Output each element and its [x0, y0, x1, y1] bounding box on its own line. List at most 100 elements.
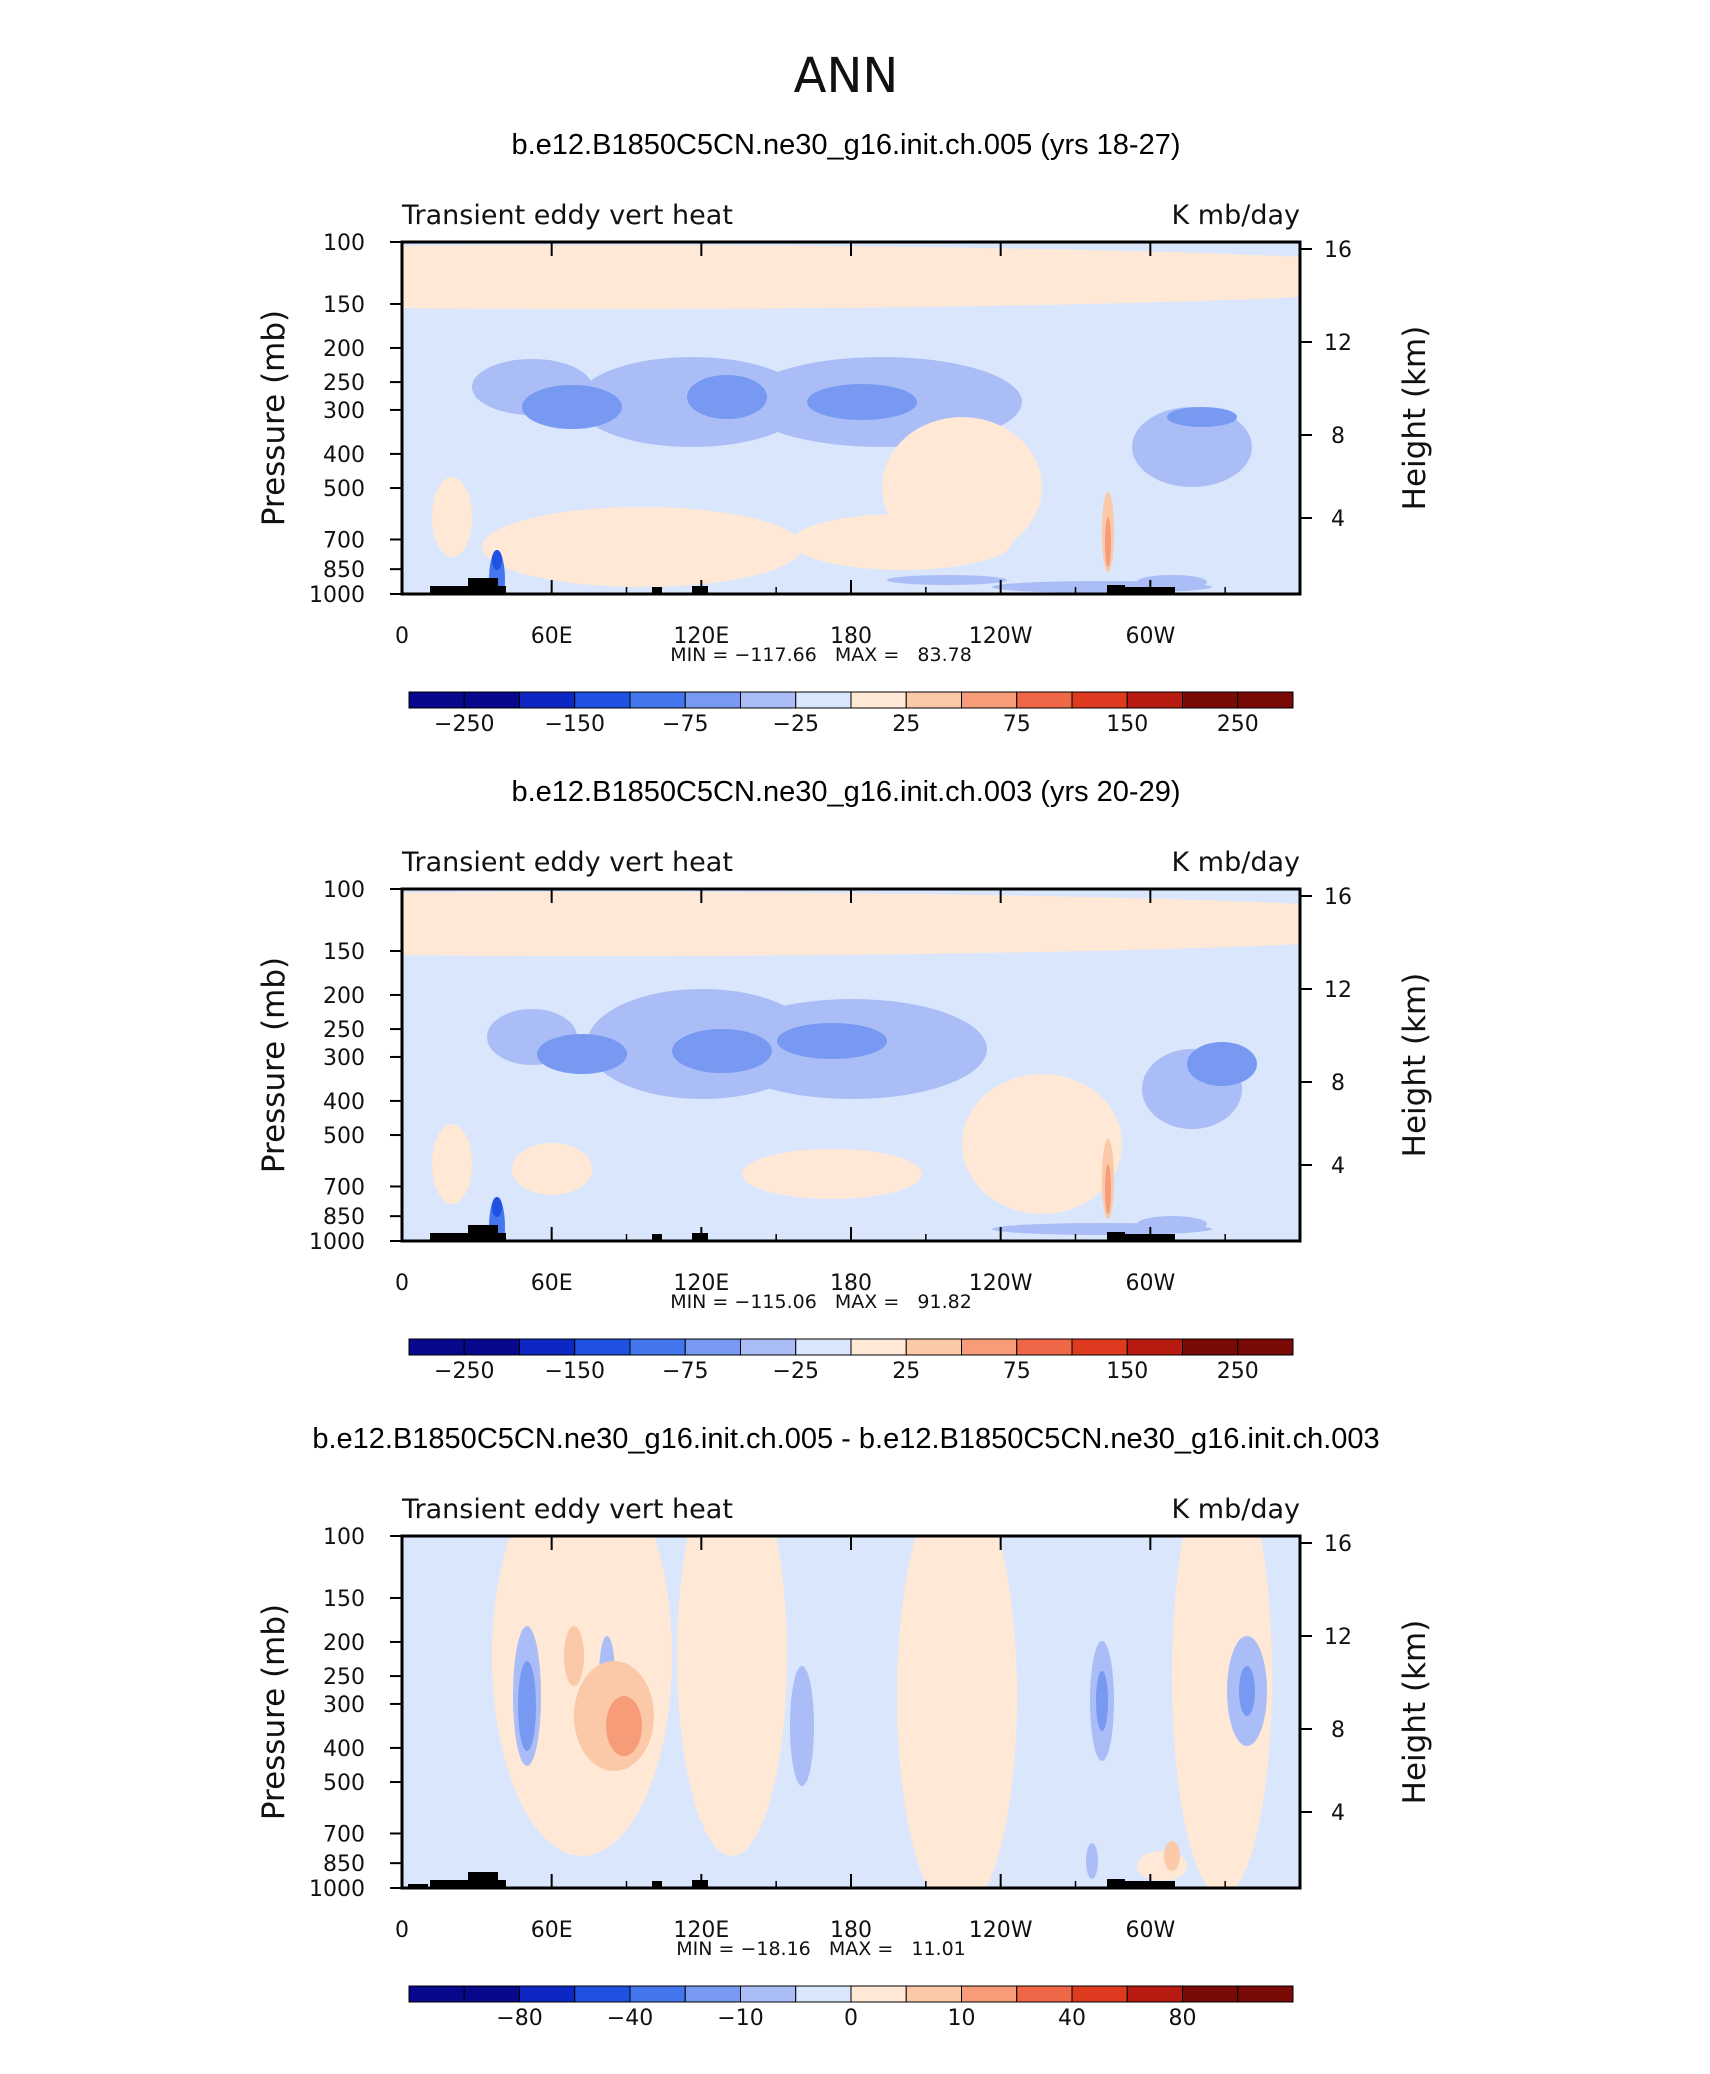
y-tick-label: 100 — [323, 231, 365, 256]
height-tick-label: 12 — [1324, 978, 1352, 1003]
y-tick-label: 500 — [323, 477, 365, 502]
contour-region — [537, 1034, 627, 1074]
colorbar-swatch — [740, 691, 797, 709]
contour-region — [402, 245, 1300, 309]
contour-region — [1187, 1042, 1257, 1086]
colorbar-swatch — [629, 691, 686, 709]
colorbar-label: 75 — [1003, 712, 1031, 737]
chart-panel-1: b.e12.B1850C5CN.ne30_g16.init.ch.005 (yr… — [256, 129, 1433, 737]
contour-region — [606, 1696, 642, 1756]
contour-region — [1239, 1666, 1255, 1716]
contour-region — [1172, 1536, 1272, 1888]
contour-region — [807, 384, 917, 420]
colorbar-swatch — [1182, 691, 1239, 709]
variable-label: Transient eddy vert heat — [401, 200, 733, 231]
height-axis-title: Height (km) — [1397, 973, 1433, 1158]
topography-mask — [692, 586, 708, 594]
colorbar-swatch — [1016, 1985, 1073, 2003]
y-tick-label: 700 — [323, 1822, 365, 1847]
contour-region — [512, 1143, 592, 1195]
contour-region — [677, 1536, 787, 1856]
topography-mask — [468, 1225, 498, 1241]
topography-mask — [430, 1880, 468, 1888]
topography-mask — [692, 1233, 708, 1241]
colorbar-swatch — [795, 1985, 852, 2003]
topography-mask — [430, 1233, 468, 1241]
colorbar-swatch — [850, 691, 907, 709]
colorbar-swatch — [519, 1985, 576, 2003]
colorbar-swatch — [905, 1338, 962, 1356]
y-tick-label: 1000 — [309, 583, 365, 608]
y-tick-label: 850 — [323, 1205, 365, 1230]
y-tick-label: 150 — [323, 1587, 365, 1612]
x-tick-label: 60W — [1125, 1271, 1175, 1296]
colorbar: −80 −40 −10 0 10 40 80 — [408, 1985, 1294, 2031]
y-tick-label: 100 — [323, 878, 365, 903]
colorbar-swatch — [574, 1338, 631, 1356]
colorbar-label: 0 — [844, 2006, 858, 2031]
contour-region — [1164, 1841, 1180, 1871]
height-tick-label: 8 — [1331, 1718, 1345, 1743]
variable-label: Transient eddy vert heat — [401, 1494, 733, 1525]
colorbar-swatch — [519, 691, 576, 709]
contour-region — [1086, 1843, 1098, 1879]
y-axis-title: Pressure (mb) — [256, 310, 292, 526]
x-tick-label: 60W — [1125, 624, 1175, 649]
x-tick-label: 180 — [830, 624, 872, 649]
height-tick-label: 8 — [1331, 424, 1345, 449]
colorbar-swatch — [961, 1985, 1018, 2003]
topography-mask — [498, 1880, 506, 1888]
x-tick-label: 120W — [969, 1918, 1033, 1943]
colorbar-label: −25 — [773, 1359, 819, 1384]
contour-region — [432, 477, 472, 557]
x-tick-label: 60E — [531, 624, 573, 649]
y-tick-label: 200 — [323, 337, 365, 362]
topography-mask — [430, 586, 468, 594]
min-max-stats: MIN = −115.06 MAX = 91.82 — [670, 1291, 972, 1313]
contour-region — [1132, 407, 1252, 487]
height-tick-label: 4 — [1331, 507, 1345, 532]
contour-region — [687, 375, 767, 419]
x-tick-label: 60W — [1125, 1918, 1175, 1943]
colorbar-label: 25 — [892, 1359, 920, 1384]
contour-region — [482, 507, 802, 587]
y-tick-label: 300 — [323, 399, 365, 424]
y-tick-label: 100 — [323, 1525, 365, 1550]
colorbar-label: 150 — [1106, 1359, 1148, 1384]
x-tick-label: 0 — [395, 1271, 409, 1296]
colorbar-label: −80 — [496, 2006, 542, 2031]
y-tick-label: 1000 — [309, 1230, 365, 1255]
topography-mask — [498, 1233, 506, 1241]
colorbar-swatch — [629, 1338, 686, 1356]
colorbar-swatch — [574, 691, 631, 709]
y-tick-label: 250 — [323, 1018, 365, 1043]
y-tick-label: 200 — [323, 1631, 365, 1656]
colorbar-label: −250 — [434, 1359, 494, 1384]
chart-panel-3: b.e12.B1850C5CN.ne30_g16.init.ch.005 - b… — [256, 1423, 1433, 2031]
colorbar-swatch — [1071, 1338, 1128, 1356]
panel-title: b.e12.B1850C5CN.ne30_g16.init.ch.003 (yr… — [511, 776, 1180, 808]
topography-mask — [1107, 585, 1125, 594]
variable-label: Transient eddy vert heat — [401, 847, 733, 878]
colorbar-swatch — [740, 1338, 797, 1356]
colorbar-swatch — [408, 1338, 465, 1356]
contour-region — [522, 385, 622, 429]
y-tick-label: 850 — [323, 558, 365, 583]
contour-region — [672, 1029, 772, 1073]
chart-panel-2: b.e12.B1850C5CN.ne30_g16.init.ch.003 (yr… — [256, 776, 1433, 1384]
colorbar-swatch — [1126, 1985, 1183, 2003]
colorbar-swatch — [795, 691, 852, 709]
y-tick-label: 150 — [323, 293, 365, 318]
topography-mask — [652, 587, 662, 594]
colorbar-swatch — [1126, 691, 1183, 709]
y-tick-label: 250 — [323, 1665, 365, 1690]
colorbar-label: −250 — [434, 712, 494, 737]
height-tick-label: 16 — [1324, 238, 1352, 263]
colorbar-swatch — [905, 1985, 962, 2003]
height-tick-label: 12 — [1324, 331, 1352, 356]
colorbar-swatch — [905, 691, 962, 709]
colorbar-label: 75 — [1003, 1359, 1031, 1384]
colorbar-label: −10 — [717, 2006, 763, 2031]
contour-region — [492, 1197, 502, 1217]
height-axis-title: Height (km) — [1397, 1620, 1433, 1805]
